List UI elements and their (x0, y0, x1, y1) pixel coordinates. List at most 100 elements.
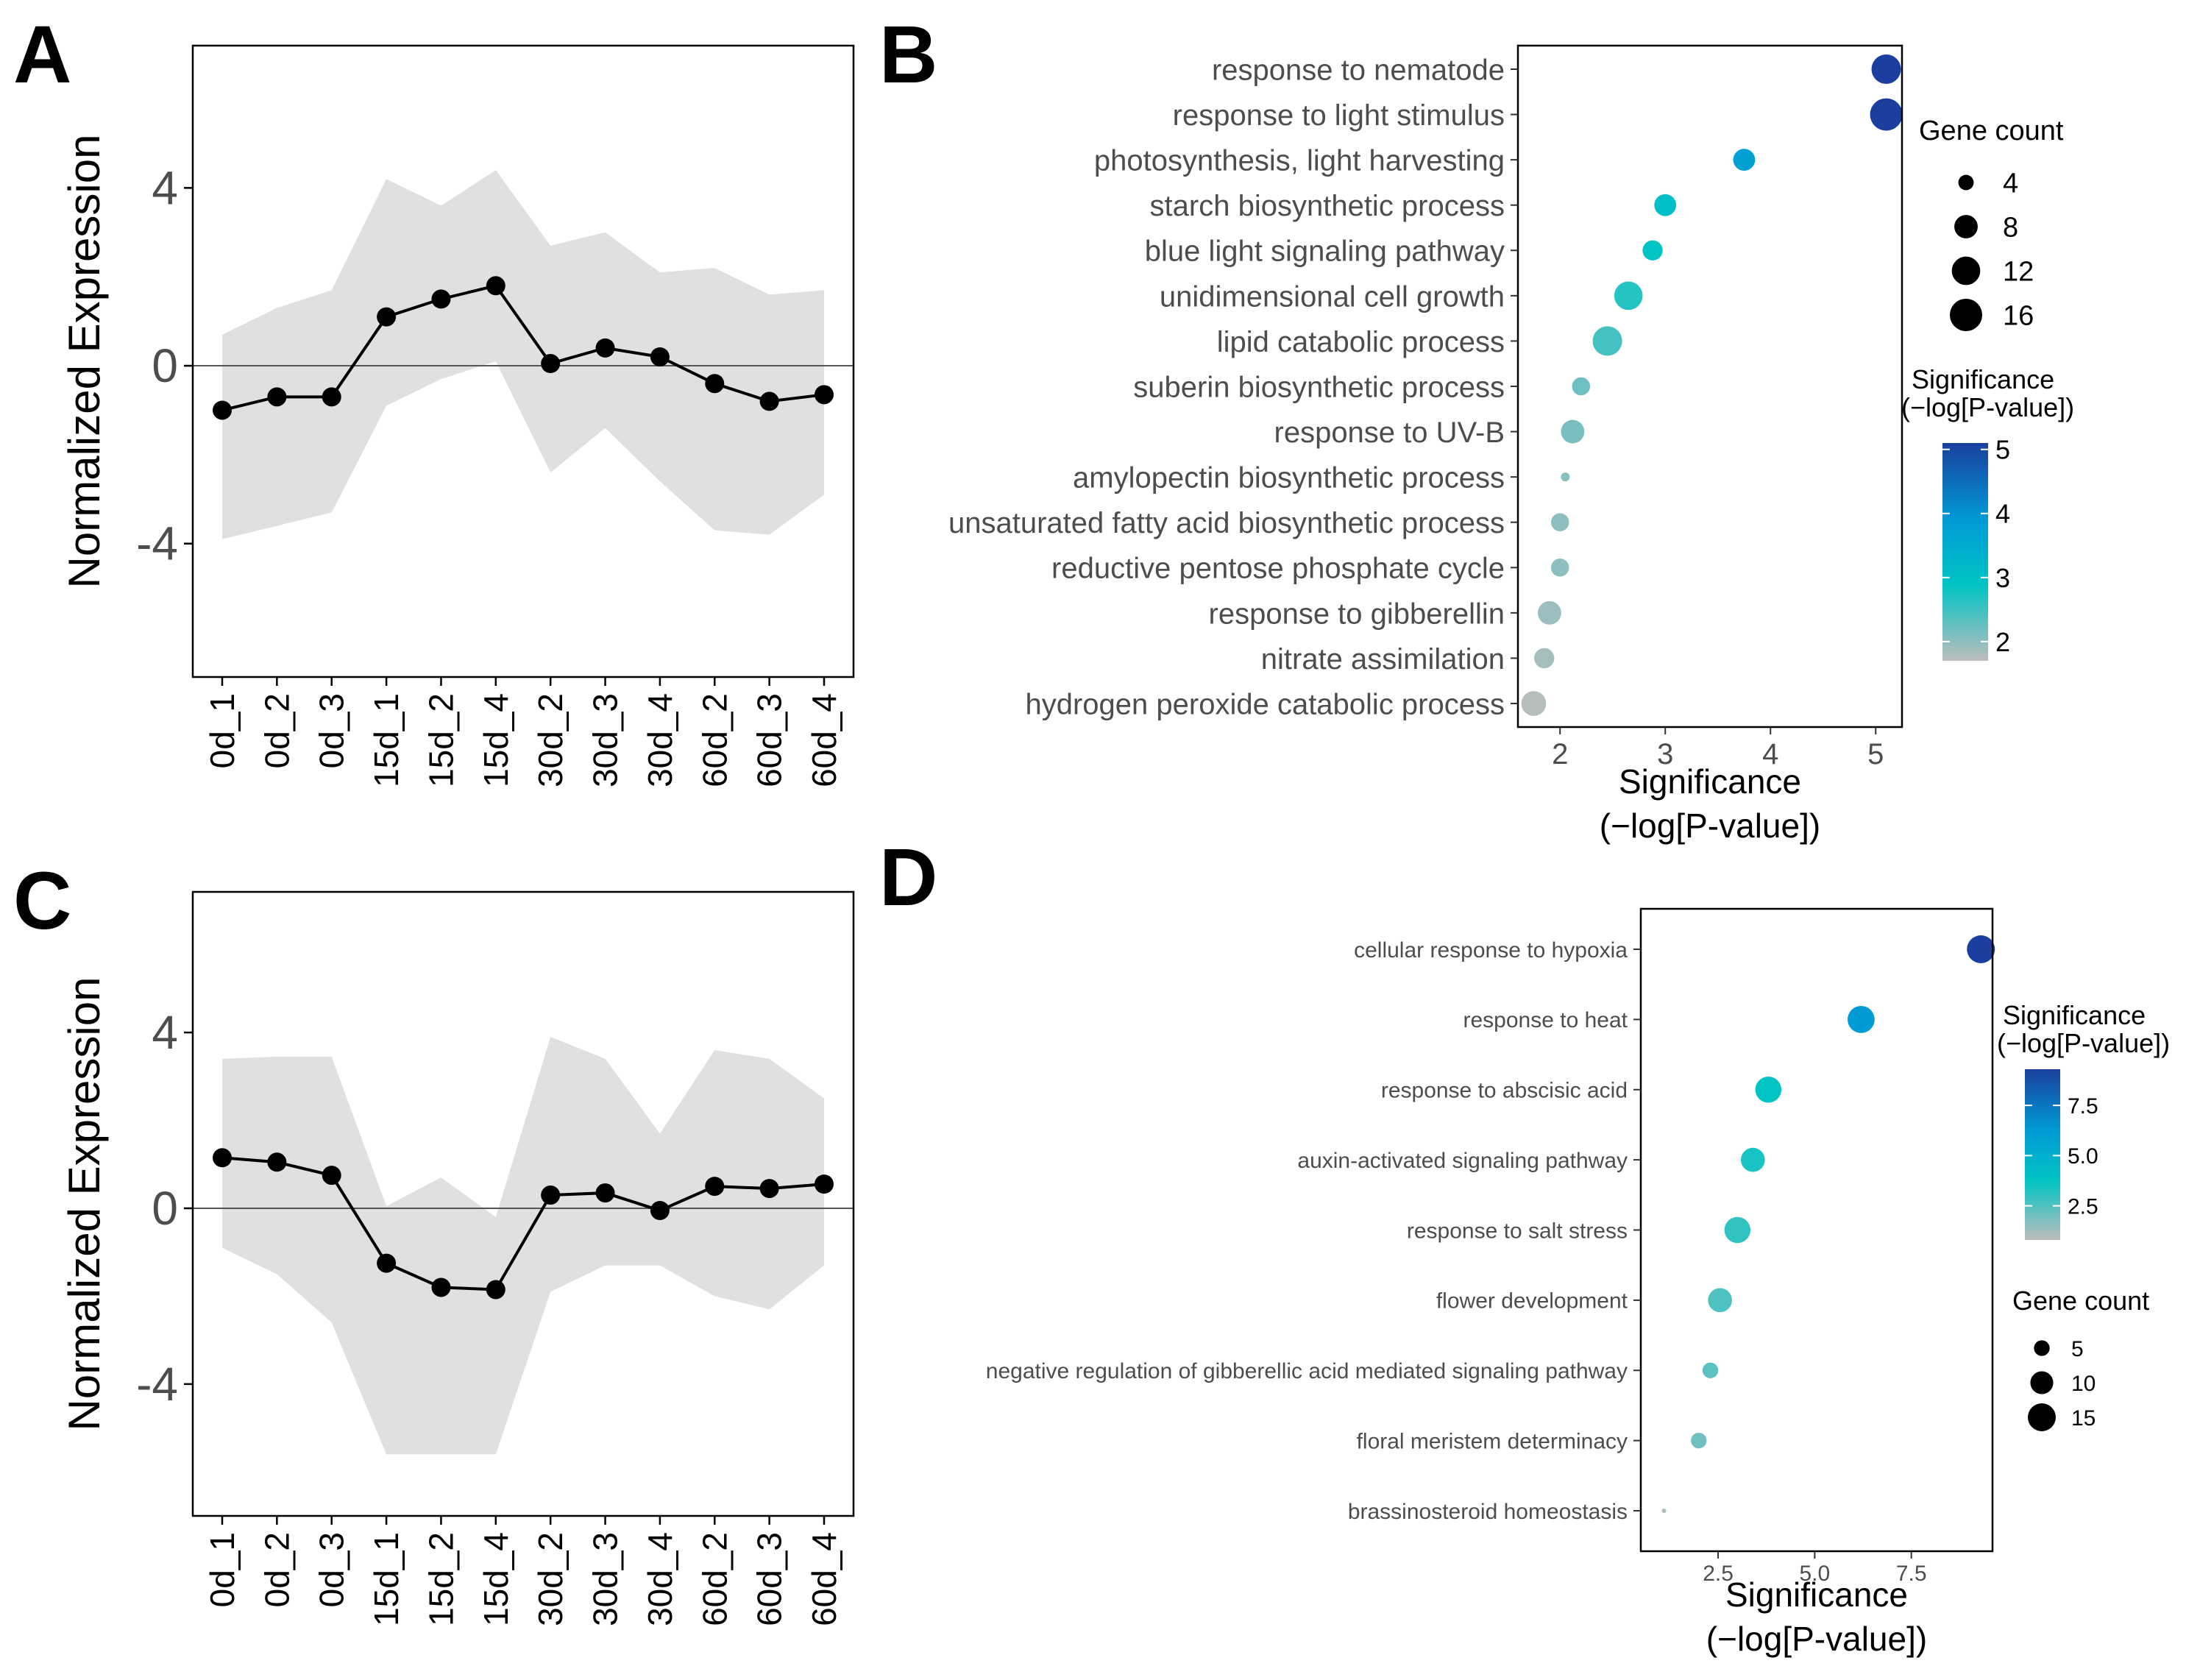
x-tick-label: 30d_2 (531, 693, 569, 787)
confidence-band (222, 1037, 824, 1455)
y-axis-label: Normalized Expression (60, 977, 109, 1431)
category-label: starch biosynthetic process (1150, 190, 1505, 222)
data-point (650, 1200, 670, 1220)
category-label: response to UV-B (1274, 417, 1505, 449)
size-legend-label: 16 (2003, 301, 2034, 332)
colorbar-label: 7.5 (2068, 1094, 2098, 1119)
x-tick-label: 15d_1 (367, 1532, 405, 1626)
dot-marker (1661, 1509, 1667, 1513)
data-point (815, 1174, 834, 1194)
category-label: flower development (1436, 1289, 1628, 1314)
x-tick-label: 15d_2 (422, 1532, 460, 1626)
size-legend-key (1958, 174, 1974, 191)
category-label: hydrogen peroxide catabolic process (1025, 688, 1505, 720)
data-point (705, 1177, 725, 1197)
size-legend-label: 12 (2003, 257, 2034, 288)
size-legend-key (1954, 215, 1978, 238)
x-tick-label: 7.5 (1896, 1562, 1927, 1586)
dot-marker (1614, 281, 1643, 311)
data-point (267, 1152, 287, 1172)
x-tick-label: 15d_2 (422, 693, 460, 787)
color-legend-subtitle: (−log[P-value]) (1997, 1028, 2170, 1058)
data-point (267, 387, 287, 407)
data-point (322, 1166, 341, 1185)
dot-marker (1654, 194, 1677, 216)
size-legend-label: 5 (2071, 1337, 2084, 1361)
category-label: lipid catabolic process (1217, 326, 1505, 358)
go-enrichment-chart-b: response to nematode response to light st… (948, 44, 2074, 845)
x-axis-label: Significance (1619, 762, 1801, 801)
category-label: amylopectin biosynthetic process (1073, 462, 1505, 495)
data-point (759, 391, 779, 411)
dot-marker (1691, 1432, 1707, 1449)
panel-label-d: D (879, 832, 937, 923)
dot-marker (1550, 559, 1569, 577)
data-point (213, 400, 232, 420)
x-tick-label: 15d_1 (367, 693, 405, 787)
colorbar (2025, 1069, 2060, 1240)
x-tick-label: 0d_1 (203, 693, 241, 768)
x-tick-label: 4 (1762, 738, 1778, 770)
colorbar (1942, 443, 1988, 661)
x-tick-label: 60d_4 (805, 1532, 843, 1626)
x-tick-label: 60d_3 (751, 693, 789, 787)
data-point (541, 354, 561, 374)
y-tick-label: 4 (152, 1006, 178, 1059)
data-point (815, 385, 834, 405)
category-label: response to abscisic acid (1381, 1079, 1628, 1103)
data-point (486, 276, 505, 296)
dot-marker (1870, 98, 1903, 131)
color-legend-title: Significance (2003, 1000, 2146, 1030)
x-tick-label: 0d_2 (258, 693, 296, 768)
expression-chart-a: 4 0 -4 0d_1 0d_2 0d_3 15d_1 15d_2 15d_4 30d_2 30d_… (60, 44, 855, 787)
x-axis-label-sub: (−log[P-value]) (1706, 1620, 1927, 1658)
dot-marker (1537, 600, 1561, 625)
category-label: photosynthesis, light harvesting (1094, 145, 1505, 177)
data-point (322, 387, 341, 407)
category-label: floral meristem determinacy (1357, 1429, 1628, 1453)
x-tick-label: 0d_3 (313, 1532, 351, 1607)
x-tick-label: 30d_3 (586, 1532, 625, 1626)
size-legend-label: 15 (2071, 1406, 2096, 1431)
data-point (759, 1179, 779, 1199)
data-point (213, 1148, 232, 1168)
category-label: negative regulation of gibberellic acid … (986, 1359, 1628, 1383)
category-label: response to gibberellin (1209, 598, 1505, 630)
category-label: suberin biosynthetic process (1133, 371, 1505, 403)
x-axis-label: Significance (1725, 1576, 1908, 1614)
y-tick-label: 0 (152, 339, 178, 392)
y-tick-label: -4 (136, 1358, 178, 1411)
plot-frame (1639, 907, 1994, 1553)
category-label: response to nematode (1212, 54, 1505, 86)
colorbar-label: 5 (1995, 435, 2010, 465)
y-tick-label: 4 (152, 161, 178, 214)
x-tick-label: 0d_2 (258, 1532, 296, 1607)
x-tick-label: 30d_4 (641, 1532, 679, 1626)
panel-label-b: B (879, 10, 937, 100)
x-tick-label: 15d_4 (477, 693, 515, 787)
size-legend-key (1951, 256, 1981, 286)
dot-marker (1561, 419, 1585, 444)
x-tick-label: 5 (1867, 738, 1884, 770)
size-legend-label: 8 (2003, 213, 2018, 244)
x-tick-label: 60d_2 (695, 1532, 734, 1626)
dot-marker (1733, 149, 1756, 171)
dot-marker (1741, 1147, 1765, 1172)
y-axis-label: Normalized Expression (60, 135, 109, 589)
category-label: response to salt stress (1407, 1219, 1628, 1243)
category-label: reductive pentose phosphate cycle (1051, 553, 1505, 585)
x-tick-label: 30d_4 (641, 693, 679, 787)
size-legend-key (1950, 299, 1982, 331)
x-tick-label: 5.0 (1800, 1562, 1831, 1586)
colorbar-label: 2.5 (2068, 1194, 2098, 1219)
category-label: response to heat (1463, 1008, 1628, 1032)
category-label: unsaturated fatty acid biosynthetic proc… (948, 507, 1505, 539)
size-legend-label: 4 (2003, 169, 2018, 199)
x-tick-label: 30d_2 (531, 1532, 569, 1626)
size-legend-label: 10 (2071, 1372, 2096, 1396)
x-tick-label: 15d_4 (477, 1532, 515, 1626)
colorbar-label: 4 (1995, 499, 2010, 529)
data-point (377, 307, 397, 327)
colorbar-label: 5.0 (2068, 1144, 2098, 1169)
